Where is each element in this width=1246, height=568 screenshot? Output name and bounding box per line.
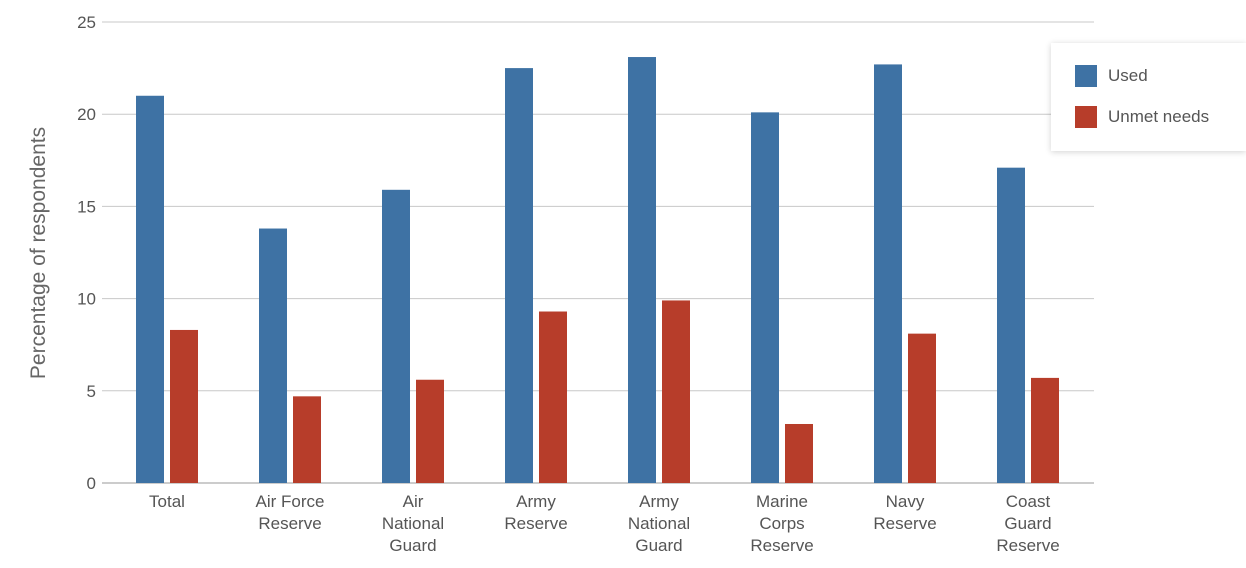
- x-category-label: Marine Corps Reserve: [750, 492, 813, 555]
- x-category-label: Air National Guard: [382, 492, 444, 555]
- x-category-label: Army National Guard: [628, 492, 690, 555]
- bar-unmet-needs: [662, 300, 690, 483]
- y-axis-title: Percentage of respondents: [27, 127, 50, 379]
- legend-item-unmet-needs[interactable]: Unmet needs: [1075, 106, 1209, 128]
- x-category-label: Air Force Reserve: [256, 492, 325, 533]
- legend-swatch-used: [1075, 65, 1097, 87]
- bar-used: [136, 95, 164, 483]
- bar-used: [751, 112, 779, 483]
- y-axis-ticks: 0 5 10 15 20 25: [77, 13, 96, 493]
- y-tick-label: 25: [77, 13, 96, 32]
- bar-unmet-needs: [293, 396, 321, 483]
- y-tick-label: 20: [77, 105, 96, 124]
- bar-unmet-needs: [908, 333, 936, 483]
- legend-swatch-unmet-needs: [1075, 106, 1097, 128]
- bar-used: [259, 228, 287, 483]
- bar-unmet-needs: [416, 379, 444, 483]
- y-tick-label: 15: [77, 197, 96, 216]
- y-tick-label: 0: [87, 474, 96, 493]
- bar-unmet-needs: [785, 423, 813, 483]
- x-category-label: Navy Reserve: [873, 492, 936, 533]
- y-tick-label: 10: [77, 290, 96, 309]
- bars: [136, 57, 1059, 484]
- x-category-label: Coast Guard Reserve: [996, 492, 1059, 555]
- bar-unmet-needs: [1031, 377, 1059, 483]
- bar-used: [628, 57, 656, 483]
- y-tick-label: 5: [87, 382, 96, 401]
- x-category-label: Army Reserve: [504, 492, 567, 533]
- legend-item-used[interactable]: Used: [1075, 65, 1148, 87]
- legend-label-unmet-needs: Unmet needs: [1108, 107, 1210, 126]
- x-axis-categories: Total Air Force Reserve Air National Guard Arm…: [149, 492, 1060, 555]
- bar-used: [505, 68, 533, 483]
- bar-used: [997, 167, 1025, 483]
- gridlines: [102, 21, 1094, 484]
- legend: Used Unmet needs: [1051, 43, 1246, 151]
- bar-unmet-needs: [539, 311, 567, 483]
- bar-used: [874, 64, 902, 484]
- bar-unmet-needs: [170, 329, 198, 483]
- bar-used: [382, 189, 410, 483]
- x-category-label: Total: [149, 492, 185, 511]
- legend-label-used: Used: [1108, 66, 1148, 85]
